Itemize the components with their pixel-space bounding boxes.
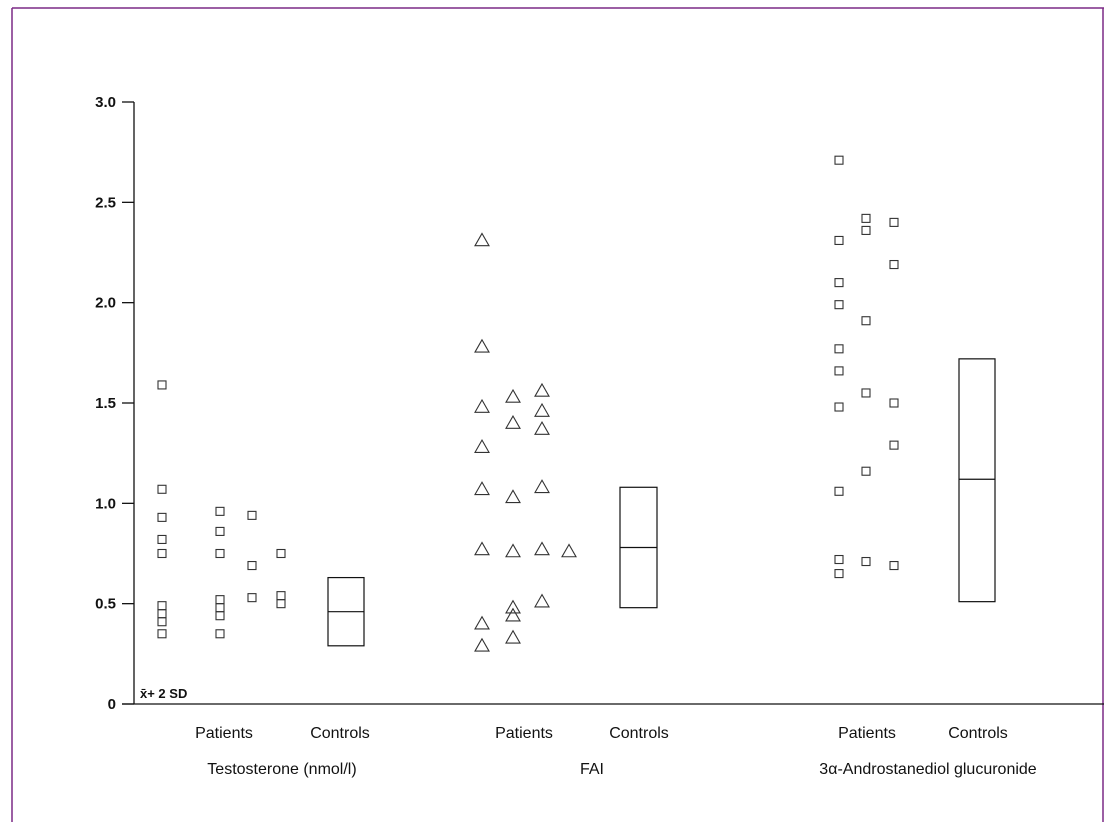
y-tick-label: 0 xyxy=(108,696,116,713)
patient-square-point xyxy=(157,380,167,390)
patient-triangle-point xyxy=(474,232,490,247)
patient-triangle-point xyxy=(505,607,521,622)
patient-triangle-point xyxy=(534,593,550,608)
patient-triangle-point xyxy=(505,543,521,558)
patient-triangle-point xyxy=(505,489,521,504)
category-labels: Patients Controls Testosterone (nmol/l) Pat… xyxy=(195,725,1037,778)
patient-triangle-point xyxy=(474,615,490,630)
y-tick-label: 2.5 xyxy=(95,194,116,211)
patient-square-point xyxy=(861,213,871,223)
group-label: Testosterone (nmol/l) xyxy=(207,761,356,778)
control-box xyxy=(958,358,996,603)
patient-square-point xyxy=(861,388,871,398)
patient-square-point xyxy=(834,344,844,354)
patient-triangle-point xyxy=(474,481,490,496)
patient-square-point xyxy=(834,278,844,288)
patients-label: Patients xyxy=(495,725,553,742)
patient-square-point xyxy=(215,506,225,516)
patient-triangle-point xyxy=(534,541,550,556)
patient-square-point xyxy=(889,217,899,227)
patient-triangle-point xyxy=(534,479,550,494)
mean-plus-2sd-annotation: x̄+ 2 SD xyxy=(140,686,187,701)
patient-triangle-point xyxy=(561,543,577,558)
control-boxes xyxy=(327,358,996,647)
patient-square-point xyxy=(157,484,167,494)
patient-triangle-point xyxy=(534,420,550,435)
patient-triangle-point xyxy=(505,629,521,644)
patient-square-point xyxy=(861,225,871,235)
patient-square-point xyxy=(157,512,167,522)
patient-triangle-point xyxy=(505,599,521,614)
controls-label: Controls xyxy=(609,725,669,742)
patient-square-point xyxy=(157,617,167,627)
controls-label: Controls xyxy=(310,725,370,742)
patient-points xyxy=(157,155,899,652)
patient-triangle-point xyxy=(474,338,490,353)
y-axis: 0 0.5 1.0 1.5 2.0 2.5 3.0 xyxy=(95,94,1104,713)
patient-square-point xyxy=(861,556,871,567)
patient-triangle-point xyxy=(474,637,490,652)
patient-triangle-point xyxy=(474,439,490,453)
patient-square-point xyxy=(834,155,844,165)
patient-square-point xyxy=(247,593,257,603)
patient-square-point xyxy=(834,366,844,376)
patient-square-point xyxy=(215,526,225,536)
patient-square-point xyxy=(157,629,167,639)
patient-square-point xyxy=(276,548,286,559)
patients-label: Patients xyxy=(195,725,253,742)
group-label: FAI xyxy=(580,761,604,778)
patient-square-point xyxy=(276,599,286,609)
y-tick-label: 3.0 xyxy=(95,94,116,111)
patient-square-point xyxy=(889,259,899,270)
patient-square-point xyxy=(157,609,167,619)
patient-square-point xyxy=(157,601,167,611)
patient-square-point xyxy=(834,486,844,496)
patient-square-point xyxy=(889,560,899,571)
patient-square-point xyxy=(889,440,899,450)
patient-triangle-point xyxy=(505,388,521,403)
y-tick-label: 2.0 xyxy=(95,295,116,312)
patient-triangle-point xyxy=(474,398,490,413)
patients-label: Patients xyxy=(838,725,896,742)
controls-label: Controls xyxy=(948,725,1008,742)
patient-square-point xyxy=(215,548,225,559)
y-tick-label: 0.5 xyxy=(95,596,116,613)
group-label: 3α-Androstanediol glucuronide xyxy=(819,761,1036,778)
patient-triangle-point xyxy=(534,402,550,417)
patient-square-point xyxy=(834,402,844,412)
patient-square-point xyxy=(215,611,225,621)
patient-triangle-point xyxy=(474,541,490,556)
patient-square-point xyxy=(247,560,257,571)
patient-square-point xyxy=(215,595,225,605)
y-tick-label: 1.5 xyxy=(95,395,116,412)
patient-square-point xyxy=(157,534,167,545)
patient-square-point xyxy=(834,569,844,579)
patient-square-point xyxy=(834,300,844,310)
patient-triangle-point xyxy=(534,382,550,397)
patient-square-point xyxy=(247,510,257,520)
patient-square-point xyxy=(834,235,844,246)
patient-square-point xyxy=(861,316,871,326)
patient-square-point xyxy=(157,548,167,559)
patient-square-point xyxy=(276,591,286,601)
patient-square-point xyxy=(889,398,899,408)
y-tick-label: 1.0 xyxy=(95,495,116,512)
patient-square-point xyxy=(215,629,225,639)
patient-square-point xyxy=(861,466,871,476)
patient-square-point xyxy=(215,603,225,613)
patient-triangle-point xyxy=(505,414,521,429)
patient-square-point xyxy=(834,554,844,565)
